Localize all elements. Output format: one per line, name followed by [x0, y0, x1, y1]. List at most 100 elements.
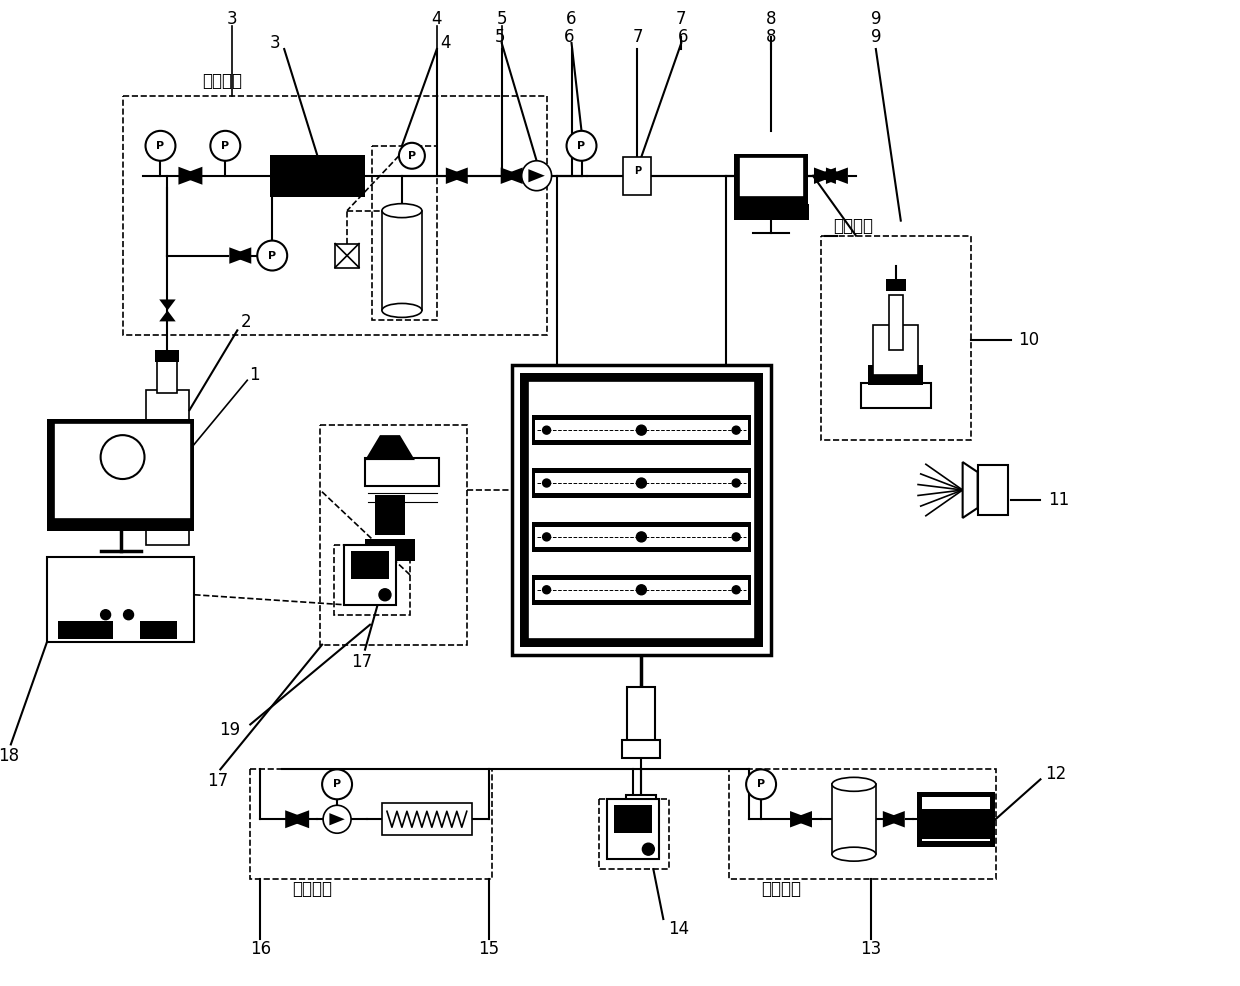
Bar: [734, 154, 808, 212]
Bar: [739, 157, 804, 196]
Polygon shape: [962, 462, 977, 518]
Text: 配气装置: 配气装置: [202, 72, 242, 90]
Circle shape: [543, 532, 551, 541]
Polygon shape: [159, 311, 176, 321]
Polygon shape: [501, 168, 522, 184]
Polygon shape: [826, 168, 848, 184]
Bar: [532, 468, 751, 498]
Polygon shape: [826, 168, 848, 184]
Text: 真空装置: 真空装置: [761, 880, 801, 898]
Bar: [599, 800, 670, 869]
Bar: [832, 784, 875, 854]
Bar: [335, 244, 360, 267]
Bar: [382, 211, 422, 311]
Text: 7: 7: [632, 28, 642, 46]
Bar: [861, 383, 931, 407]
Bar: [270, 155, 365, 196]
Circle shape: [543, 586, 551, 594]
Circle shape: [746, 769, 776, 800]
Bar: [534, 527, 748, 547]
Polygon shape: [285, 810, 309, 828]
Text: P: P: [408, 151, 415, 161]
Text: 6: 6: [567, 10, 577, 28]
Polygon shape: [883, 811, 905, 827]
Polygon shape: [790, 811, 812, 827]
Polygon shape: [330, 813, 345, 825]
Bar: [734, 204, 808, 220]
Text: 14: 14: [668, 920, 689, 938]
Bar: [532, 415, 751, 445]
Text: 调压装置: 调压装置: [293, 880, 332, 898]
Text: 17: 17: [351, 653, 372, 670]
Polygon shape: [229, 247, 252, 264]
Text: 9: 9: [870, 10, 882, 28]
Text: 3: 3: [227, 10, 238, 28]
Bar: [47, 419, 195, 530]
Text: 1: 1: [249, 366, 259, 385]
Circle shape: [636, 531, 646, 542]
Text: 13: 13: [861, 940, 882, 958]
Text: P: P: [268, 250, 277, 260]
Polygon shape: [528, 170, 544, 182]
Bar: [382, 804, 471, 835]
Text: 5: 5: [495, 28, 505, 46]
Bar: [608, 800, 660, 859]
Circle shape: [324, 806, 351, 833]
Circle shape: [543, 426, 551, 434]
Ellipse shape: [832, 847, 875, 861]
Text: 8: 8: [766, 10, 776, 28]
Circle shape: [567, 131, 596, 161]
Polygon shape: [883, 811, 905, 827]
Bar: [140, 621, 177, 639]
Circle shape: [636, 585, 646, 595]
Polygon shape: [179, 167, 202, 184]
Polygon shape: [446, 168, 467, 184]
Bar: [123, 96, 547, 335]
Bar: [520, 374, 763, 647]
Bar: [885, 279, 905, 292]
Bar: [250, 769, 492, 880]
Bar: [343, 545, 396, 604]
Bar: [821, 236, 971, 440]
Text: 4: 4: [432, 10, 443, 28]
Bar: [624, 157, 651, 194]
Circle shape: [732, 479, 740, 487]
Text: 10: 10: [1018, 331, 1039, 349]
Text: 18: 18: [0, 747, 20, 765]
Polygon shape: [702, 470, 728, 490]
Text: 19: 19: [219, 722, 241, 740]
Text: 6: 6: [678, 28, 688, 46]
Bar: [627, 687, 656, 741]
Circle shape: [124, 609, 134, 620]
Polygon shape: [365, 435, 415, 460]
Ellipse shape: [832, 777, 875, 792]
Bar: [868, 365, 924, 386]
Text: 6: 6: [564, 28, 575, 46]
Circle shape: [732, 532, 740, 541]
Circle shape: [636, 425, 646, 435]
Bar: [729, 769, 996, 880]
Bar: [365, 539, 415, 561]
Ellipse shape: [382, 204, 422, 218]
Bar: [622, 740, 661, 758]
Bar: [157, 358, 177, 393]
Bar: [889, 296, 903, 350]
Circle shape: [642, 843, 655, 855]
Circle shape: [379, 589, 391, 600]
Polygon shape: [702, 470, 728, 490]
Text: 进样装置: 进样装置: [833, 217, 873, 235]
Text: 5: 5: [496, 10, 507, 28]
Polygon shape: [159, 300, 176, 311]
Text: P: P: [334, 779, 341, 790]
Text: 8: 8: [766, 28, 776, 46]
Circle shape: [732, 586, 740, 594]
Circle shape: [732, 426, 740, 434]
Polygon shape: [446, 168, 467, 184]
Bar: [374, 495, 405, 534]
Bar: [365, 458, 439, 486]
Bar: [534, 580, 748, 599]
Bar: [534, 420, 748, 440]
Circle shape: [399, 143, 425, 169]
Ellipse shape: [382, 304, 422, 317]
Text: 9: 9: [870, 28, 882, 46]
